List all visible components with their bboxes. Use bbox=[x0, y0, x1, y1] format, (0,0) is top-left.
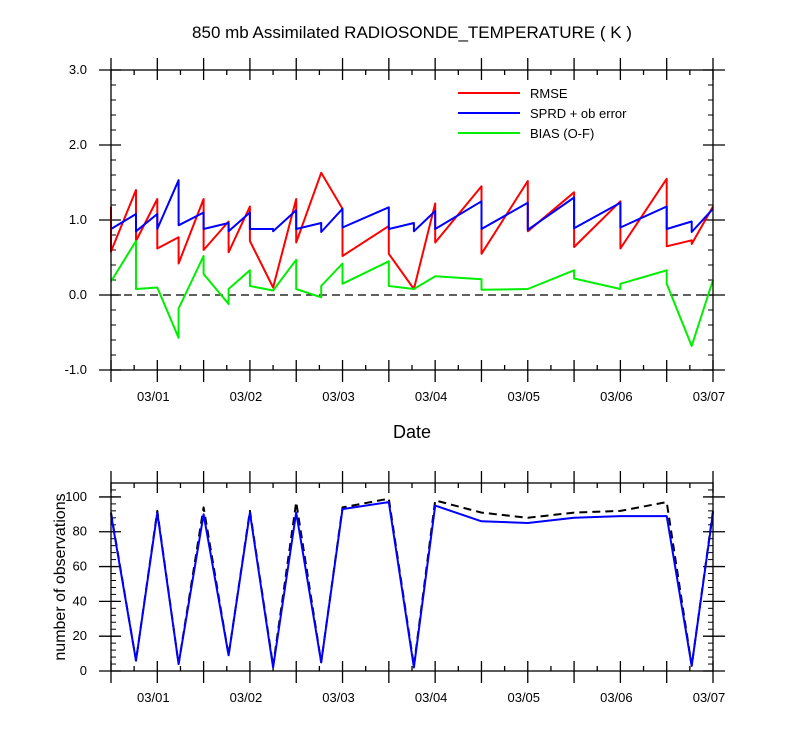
plot-frame-top bbox=[110, 69, 714, 371]
x-tick-label-top: 03/07 bbox=[693, 389, 726, 404]
series-line-sprd-ob-error bbox=[110, 179, 714, 233]
chart-title: 850 mb Assimilated RADIOSONDE_TEMPERATUR… bbox=[192, 23, 632, 42]
y-tick-label-top: 1.0 bbox=[69, 212, 87, 227]
series-line-used bbox=[110, 501, 714, 669]
x-tick-label-top: 03/06 bbox=[600, 389, 633, 404]
plot-top: 03/01 03/02 03/03 03/04 03/05 03/06 03/07 3.0 2.… bbox=[65, 58, 726, 404]
x-tick-label-top: 03/04 bbox=[415, 389, 448, 404]
x-tick-label-bottom: 03/05 bbox=[507, 690, 540, 705]
x-tick-label-top: 03/05 bbox=[507, 389, 540, 404]
y-tick-label-top: 3.0 bbox=[69, 62, 87, 77]
x-tick-label-top: 03/01 bbox=[137, 389, 170, 404]
y-axis-title-observations: number of observations bbox=[52, 493, 69, 660]
x-axis-title: Date bbox=[393, 422, 431, 442]
y-tick-label-bottom: 60 bbox=[73, 559, 87, 574]
x-tick-label-bottom: 03/01 bbox=[137, 690, 170, 705]
y-tick-label-bottom: 0 bbox=[80, 663, 87, 678]
x-tick-label-bottom: 03/04 bbox=[415, 690, 448, 705]
legend: RMSE SPRD + ob error BIAS (O-F) bbox=[458, 86, 627, 141]
legend-label-2: BIAS (O-F) bbox=[530, 126, 594, 141]
y-tick-label-top: 0.0 bbox=[69, 287, 87, 302]
plot-bottom: 03/01 03/02 03/03 03/04 03/05 03/06 03/07 0 20 40… bbox=[65, 471, 725, 705]
x-tick-label-bottom: 03/06 bbox=[600, 690, 633, 705]
series-line-bias-o-f bbox=[110, 240, 714, 347]
plot-frame-bottom bbox=[110, 482, 714, 672]
x-tick-label-top: 03/02 bbox=[230, 389, 263, 404]
y-tick-label-bottom: 80 bbox=[73, 524, 87, 539]
x-tick-label-bottom: 03/07 bbox=[693, 690, 726, 705]
y-tick-label-top: 2.0 bbox=[69, 137, 87, 152]
legend-label-0: RMSE bbox=[530, 86, 568, 101]
y-tick-label-bottom: 100 bbox=[65, 489, 87, 504]
x-tick-label-bottom: 03/02 bbox=[230, 690, 263, 705]
legend-label-1: SPRD + ob error bbox=[530, 106, 627, 121]
series-line-rmse bbox=[110, 171, 714, 290]
y-tick-label-bottom: 20 bbox=[73, 628, 87, 643]
x-tick-label-top: 03/03 bbox=[322, 389, 355, 404]
x-tick-label-bottom: 03/03 bbox=[322, 690, 355, 705]
y-tick-label-bottom: 40 bbox=[73, 593, 87, 608]
y-tick-label-top: -1.0 bbox=[65, 362, 87, 377]
